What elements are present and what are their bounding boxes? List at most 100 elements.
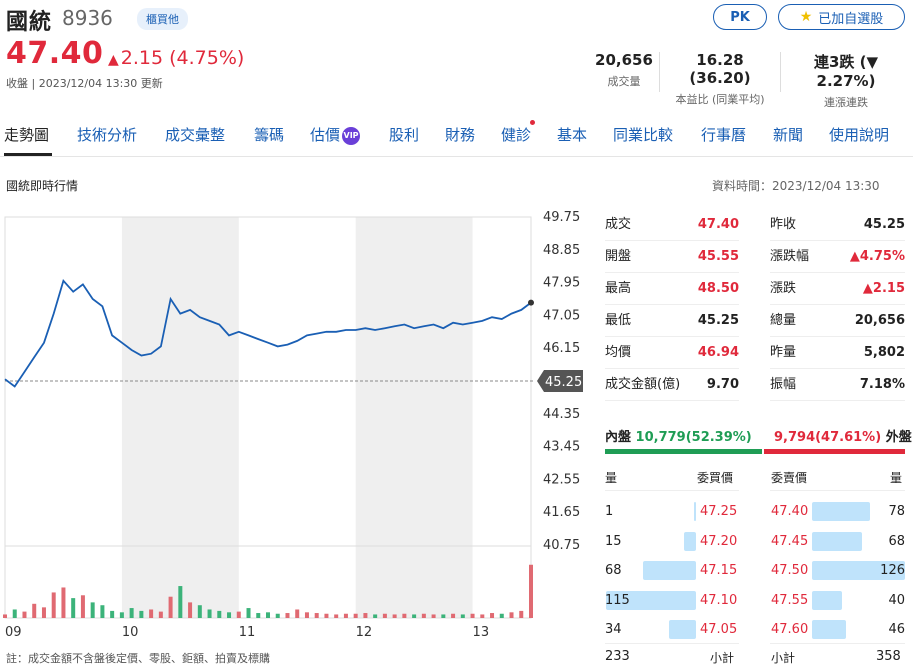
tab-news[interactable]: 新聞 bbox=[773, 126, 804, 144]
inner-value: 10,779(52.39%) bbox=[635, 430, 752, 445]
divider bbox=[659, 52, 660, 92]
tab-basic[interactable]: 基本 bbox=[557, 126, 588, 144]
bid-qty: 34 bbox=[605, 622, 622, 637]
divider bbox=[605, 490, 739, 491]
ask-price-header: 委賣價 bbox=[771, 471, 808, 485]
volume-bar bbox=[343, 613, 348, 618]
volume-bar bbox=[382, 613, 387, 618]
quote-label: 成交 bbox=[605, 217, 632, 232]
tab-peer-compare[interactable]: 同業比較 bbox=[613, 126, 674, 144]
volume-bar bbox=[304, 612, 309, 618]
volume-bar bbox=[158, 611, 163, 618]
bid-price: 47.15 bbox=[700, 563, 738, 578]
volume-bar bbox=[119, 612, 124, 618]
quote-value: 20,656 bbox=[854, 313, 905, 328]
star-icon: ★ bbox=[799, 9, 813, 25]
quote-label: 昨收 bbox=[770, 217, 797, 232]
tab-calendar[interactable]: 行事曆 bbox=[701, 126, 747, 144]
volume-bar bbox=[3, 614, 7, 618]
x-tick-label: 12 bbox=[356, 625, 373, 640]
price-change: ▲ 2.15 (4.75%) bbox=[108, 47, 244, 69]
vip-badge: VIP bbox=[342, 126, 361, 145]
bid-price-header: 委買價 bbox=[697, 471, 734, 485]
y-tick-label: 47.05 bbox=[543, 308, 580, 323]
volume-bar bbox=[266, 612, 270, 618]
bid-qty-header: 量 bbox=[605, 471, 618, 485]
quote-label: 開盤 bbox=[605, 249, 632, 264]
volume-bar bbox=[334, 614, 339, 618]
tab-chips[interactable]: 籌碼 bbox=[254, 126, 285, 144]
x-tick-label: 13 bbox=[473, 625, 490, 640]
divider bbox=[770, 336, 905, 337]
divider bbox=[605, 240, 739, 241]
stat-volume-label: 成交量 bbox=[607, 75, 641, 88]
volume-bar bbox=[246, 608, 251, 618]
y-tick-label: 49.75 bbox=[543, 210, 580, 225]
bid-total: 233 bbox=[605, 649, 630, 664]
ask-price: 47.40 bbox=[771, 504, 809, 519]
volume-bar bbox=[519, 610, 524, 618]
volume-bar bbox=[217, 610, 222, 618]
quote-value: 48.50 bbox=[697, 281, 739, 296]
divider bbox=[605, 368, 739, 369]
bid-total-label: 小計 bbox=[710, 651, 735, 665]
bid-price: 47.25 bbox=[700, 504, 738, 519]
ask-qty: 46 bbox=[888, 622, 905, 637]
volume-bar bbox=[90, 602, 95, 618]
bid-volume-bar bbox=[684, 531, 696, 551]
volume-bar bbox=[100, 605, 105, 618]
stat-pe-value: 16.28 (36.20) bbox=[689, 51, 751, 87]
pk-button[interactable]: PK bbox=[713, 4, 767, 30]
ask-total: 358 bbox=[876, 649, 901, 664]
volume-bar bbox=[509, 612, 514, 618]
volume-bar bbox=[61, 587, 66, 618]
volume-bar bbox=[363, 613, 368, 618]
streak-suffix: 2.27%) bbox=[816, 72, 876, 90]
tab-technical[interactable]: 技術分析 bbox=[77, 126, 138, 144]
stat-streak-label: 連漲連跌 bbox=[824, 96, 868, 109]
volume-bar bbox=[149, 609, 154, 618]
divider bbox=[770, 490, 905, 491]
intraday-chart[interactable]: 49.75 48.85 47.95 47.05 46.15 45.25 44.35 43.45… bbox=[0, 205, 590, 645]
ask-total-label: 小計 bbox=[771, 651, 796, 665]
ask-price: 47.60 bbox=[771, 622, 809, 637]
stat-streak: 連3跌 (▼ 2.27%) 連漲連跌 bbox=[784, 51, 908, 110]
quote-value: 9.70 bbox=[706, 377, 739, 392]
tab-dividend[interactable]: 股利 bbox=[389, 126, 420, 144]
active-tab-underline bbox=[4, 153, 52, 156]
reference-price-tag bbox=[537, 370, 583, 392]
down-triangle-icon: ▼ bbox=[866, 53, 879, 71]
divider bbox=[770, 272, 905, 273]
volume-bar bbox=[441, 614, 446, 618]
tab-diagnosis[interactable]: 健診 bbox=[501, 126, 532, 144]
volume-bar bbox=[324, 613, 329, 618]
ask-volume-bar bbox=[812, 502, 870, 521]
y-tick-label: 44.35 bbox=[543, 407, 580, 422]
quote-value: ▲4.75% bbox=[849, 249, 905, 264]
tab-trades[interactable]: 成交彙整 bbox=[165, 126, 226, 144]
divider bbox=[770, 240, 905, 241]
stat-volume-value: 20,656 bbox=[595, 51, 653, 69]
current-price: 47.40 bbox=[6, 36, 104, 71]
bid-volume-bar bbox=[643, 561, 696, 580]
tab-trend[interactable]: 走勢圖 bbox=[4, 126, 50, 144]
y-tick-label: 40.75 bbox=[543, 538, 580, 553]
volume-bar bbox=[80, 595, 85, 618]
bid-price: 47.10 bbox=[700, 592, 738, 608]
chart-hour-band bbox=[121, 217, 239, 618]
watchlist-button[interactable]: ★ 已加自選股 bbox=[778, 4, 905, 30]
inner-ratio-bar bbox=[605, 449, 762, 454]
quote-label: 成交金額(億) bbox=[605, 377, 681, 392]
tab-help[interactable]: 使用說明 bbox=[829, 126, 890, 144]
quote-value: 7.18% bbox=[859, 377, 905, 392]
quote-label: 均價 bbox=[605, 345, 632, 360]
market-badge: 櫃買他 bbox=[137, 8, 188, 30]
quote-label: 最高 bbox=[605, 281, 632, 296]
tab-financials[interactable]: 財務 bbox=[445, 126, 476, 144]
tab-valuation[interactable]: 估價 VIP bbox=[310, 124, 361, 145]
outer-ratio-bar bbox=[764, 449, 905, 454]
volume-bar bbox=[314, 613, 319, 618]
x-tick-label: 10 bbox=[122, 625, 139, 640]
y-tick-label: 47.95 bbox=[543, 276, 580, 291]
volume-bar bbox=[460, 614, 465, 618]
